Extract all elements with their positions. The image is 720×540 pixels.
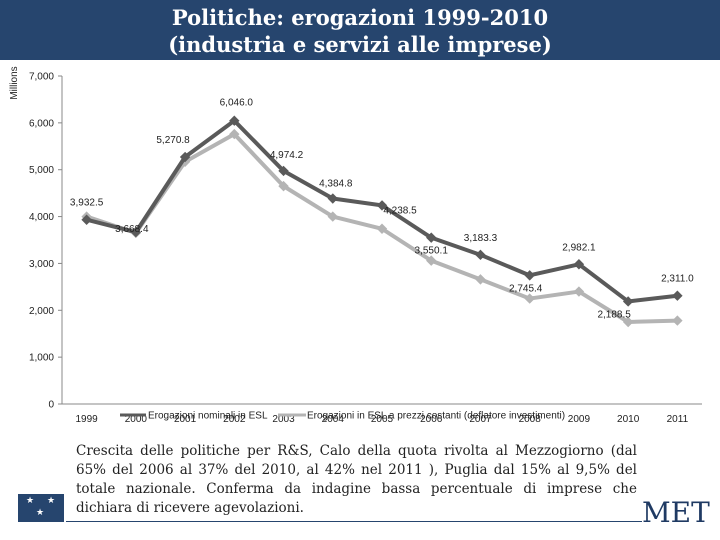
y-tick-label: 3,000: [29, 259, 54, 270]
flag-star: ★: [36, 508, 45, 518]
series-marker: [475, 274, 486, 285]
x-tick-label: 2010: [617, 414, 640, 425]
data-label: 3,932.5: [70, 198, 104, 209]
x-tick-label: 2009: [568, 414, 591, 425]
y-tick-label: 2,000: [29, 306, 54, 317]
series-marker: [622, 296, 634, 307]
x-tick-label: 2006: [420, 414, 443, 425]
series-marker: [672, 315, 683, 326]
y-tick-label: 1,000: [29, 353, 54, 364]
slide-title-line-1: Politiche: erogazioni 1999-2010: [171, 5, 549, 30]
x-tick-label: 2011: [667, 414, 689, 425]
series-marker: [524, 270, 535, 281]
slide-caption: Crescita delle politiche per R&S, Calo d…: [76, 443, 637, 516]
data-label: 4,238.5: [383, 205, 417, 216]
series-marker: [229, 128, 240, 140]
series-marker: [426, 232, 437, 243]
series-marker: [130, 226, 142, 238]
series-marker: [327, 211, 338, 222]
data-label: 2,745.4: [509, 283, 543, 294]
x-tick-label: 2007: [469, 414, 492, 425]
series-marker: [278, 180, 289, 192]
series-marker: [475, 249, 486, 261]
series-marker: [426, 255, 437, 266]
data-label: 3,668.4: [115, 224, 149, 235]
series-marker: [524, 293, 535, 304]
x-tick-label: 2008: [519, 414, 542, 425]
x-tick-label: 2001: [174, 414, 197, 425]
y-tick-label: 0: [48, 400, 54, 411]
series-marker: [229, 115, 240, 126]
x-tick-label: 2004: [322, 414, 345, 425]
y-axis-label: Millions: [9, 66, 20, 99]
data-label: 4,974.2: [270, 150, 304, 161]
flag-star: ★: [26, 496, 35, 506]
x-tick-label: 2002: [223, 414, 246, 425]
eu-flag-icon: ★ ★ ★: [18, 494, 64, 522]
series-marker: [179, 151, 191, 163]
series-marker: [573, 286, 585, 297]
slide-header: Politiche: erogazioni 1999-2010 (industr…: [0, 0, 720, 60]
met-logo: MET: [642, 496, 710, 529]
x-tick-label: 2003: [272, 414, 295, 425]
series-marker: [327, 193, 338, 204]
footer-rule: [66, 521, 642, 522]
series-line: [86, 118, 678, 304]
data-label: 2,188.5: [597, 309, 631, 320]
series-marker: [376, 223, 388, 234]
data-label: 2,311.0: [661, 274, 694, 285]
series-marker: [376, 200, 388, 211]
x-tick-label: 2005: [371, 414, 394, 425]
legend-label: Erogazioni in ESL a prezzi costanti (def…: [307, 411, 565, 422]
data-label: 3,550.1: [415, 246, 449, 257]
data-label: 4,384.8: [319, 179, 353, 190]
series-marker: [672, 290, 683, 301]
series-marker: [573, 259, 585, 270]
data-label: 6,046.0: [220, 98, 254, 109]
line-chart: 0 1,000 2,000 3,000 4,000 5,000 6,000 7,000 Mill…: [9, 66, 702, 425]
y-tick-label: 5,000: [29, 165, 54, 176]
series-marker: [81, 214, 92, 225]
data-label: 3,183.3: [464, 233, 498, 244]
slide-title-line-2: (industria e servizi alle imprese): [168, 32, 552, 57]
y-tick-label: 7,000: [29, 72, 54, 83]
legend-label: Erogazioni nominali in ESL: [148, 411, 268, 422]
data-label: 2,982.1: [562, 242, 596, 253]
flag-star: ★: [47, 496, 56, 506]
x-tick-label: 2000: [125, 414, 148, 425]
y-tick-label: 6,000: [29, 118, 54, 129]
series-marker: [278, 165, 289, 177]
data-label: 5,270.8: [156, 135, 190, 146]
x-tick-label: 1999: [75, 414, 98, 425]
series-marker: [622, 316, 634, 328]
y-tick-label: 4,000: [29, 212, 54, 223]
